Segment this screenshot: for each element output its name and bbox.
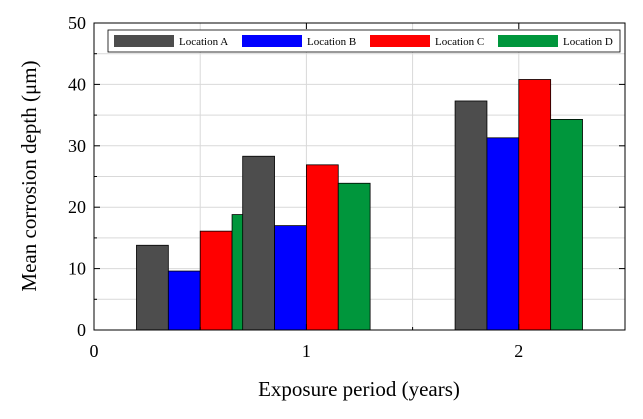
bar-location-c: [518, 79, 552, 331]
legend: Location A Location B Location C Location D: [107, 29, 621, 53]
bar-location-c: [305, 164, 339, 331]
y-tick-label: 30: [68, 136, 86, 156]
y-tick-label: 20: [68, 197, 86, 217]
bar-location-a: [454, 100, 488, 331]
legend-label: Location B: [307, 36, 356, 48]
x-tick-label: 0: [90, 341, 99, 361]
legend-label: Location A: [179, 36, 228, 48]
x-axis-title: Exposure period (years): [258, 377, 460, 401]
bar-location-d: [337, 182, 371, 331]
legend-label: Location C: [435, 36, 484, 48]
bar-location-a: [242, 155, 275, 331]
bar-location-b: [486, 137, 520, 331]
legend-box: [107, 29, 621, 53]
x-tick-label: 1: [302, 341, 311, 361]
legend-label: Location D: [563, 36, 613, 48]
x-tick-label: 2: [514, 341, 523, 361]
y-tick-label: 40: [68, 74, 86, 94]
bar-location-b: [274, 225, 307, 331]
legend-swatch: [114, 35, 174, 47]
bar-location-d: [550, 118, 583, 331]
legend-swatch: [242, 35, 302, 47]
y-tick-label: 0: [77, 320, 86, 340]
bars: [136, 79, 583, 331]
y-axis-title: Mean corrosion depth (μm): [17, 60, 41, 291]
bar-location-a: [136, 244, 169, 331]
legend-swatch: [498, 35, 558, 47]
axis-ticks: 0 10 20 30 40 50 0 1 2: [68, 13, 625, 361]
y-tick-label: 50: [68, 13, 86, 33]
bar-location-c: [199, 230, 233, 331]
bar-location-b: [167, 270, 201, 331]
legend-swatch: [370, 35, 430, 47]
y-tick-label: 10: [68, 259, 86, 279]
